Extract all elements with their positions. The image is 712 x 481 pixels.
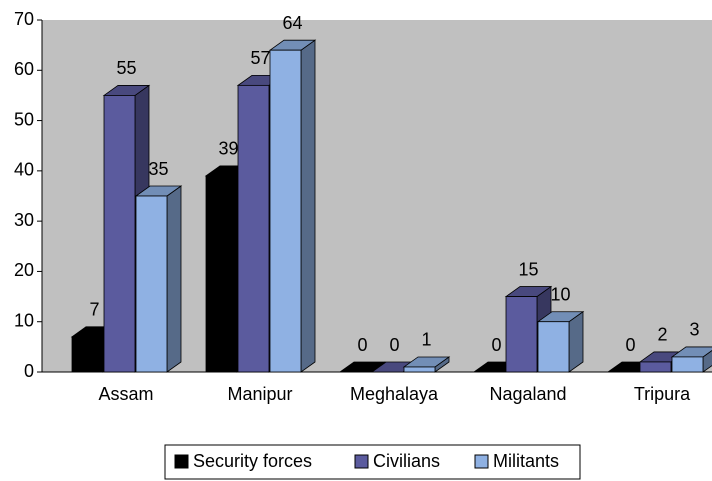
data-label: 0 [625, 335, 635, 355]
y-tick-label: 10 [14, 310, 34, 330]
bar-top [338, 361, 387, 373]
y-tick-label: 60 [14, 59, 34, 79]
legend-label: Civilians [373, 451, 440, 471]
y-tick-label: 30 [14, 210, 34, 230]
bar [103, 95, 136, 373]
bar [269, 49, 302, 373]
y-tick-label: 40 [14, 160, 34, 180]
bar [537, 321, 570, 373]
bar [505, 296, 538, 373]
bar [135, 195, 168, 373]
bar-side [300, 39, 316, 373]
data-label: 35 [148, 159, 168, 179]
data-label: 64 [282, 13, 302, 33]
data-label: 0 [491, 335, 501, 355]
data-label: 15 [518, 259, 538, 279]
bar-side [166, 185, 182, 373]
legend-swatch [174, 454, 189, 469]
bar [671, 356, 704, 373]
legend-label: Militants [493, 451, 559, 471]
bar [639, 361, 672, 373]
data-label: 39 [218, 139, 238, 159]
data-label: 1 [421, 330, 431, 350]
bar [71, 336, 104, 373]
x-tick-label: Assam [98, 384, 153, 404]
data-label: 55 [116, 58, 136, 78]
bar [237, 84, 270, 373]
legend-swatch [474, 454, 489, 469]
data-label: 0 [389, 335, 399, 355]
x-tick-label: Manipur [227, 384, 292, 404]
legend-swatch [354, 454, 369, 469]
bar [403, 366, 436, 373]
y-tick-label: 50 [14, 109, 34, 129]
legend [164, 444, 581, 480]
y-tick-label: 70 [14, 9, 34, 29]
y-tick-label: 0 [24, 361, 34, 381]
data-label: 10 [550, 284, 570, 304]
bar [205, 175, 238, 373]
data-label: 0 [357, 335, 367, 355]
y-tick-label: 20 [14, 260, 34, 280]
data-label: 3 [689, 320, 699, 340]
x-tick-label: Tripura [634, 384, 691, 404]
legend-label: Security forces [193, 451, 312, 471]
data-label: 7 [89, 300, 99, 320]
x-tick-label: Nagaland [489, 384, 566, 404]
data-label: 57 [250, 48, 270, 68]
x-tick-label: Meghalaya [350, 384, 439, 404]
bar-side [568, 310, 584, 373]
data-label: 2 [657, 325, 667, 345]
